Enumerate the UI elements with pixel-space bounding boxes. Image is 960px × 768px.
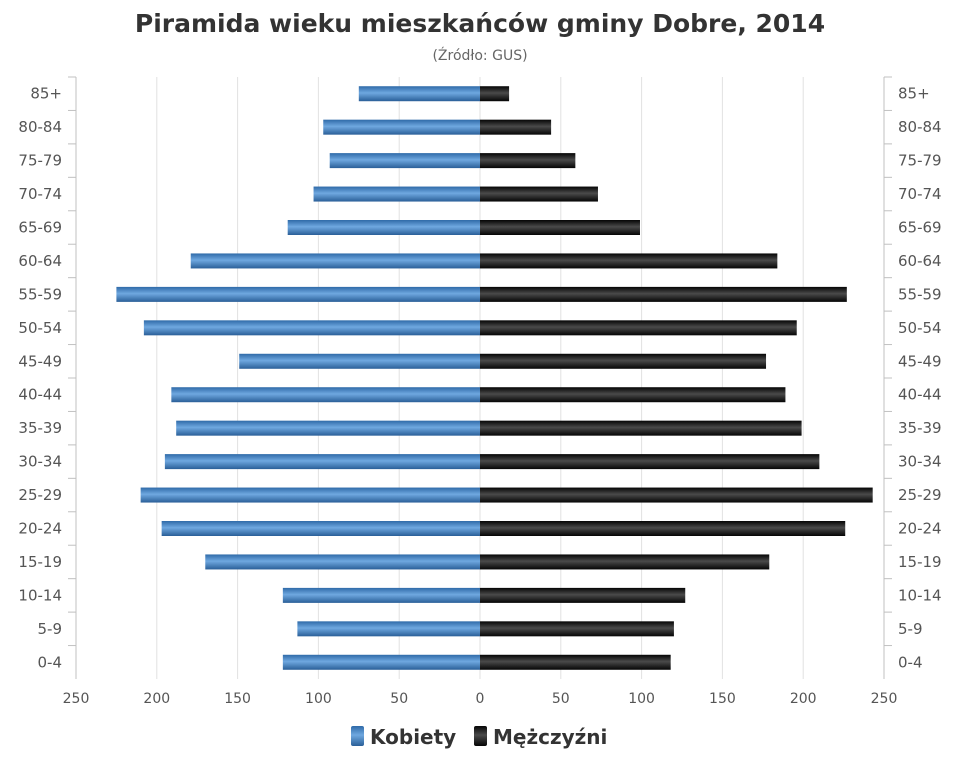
bar-mezczyzni[interactable] — [480, 186, 598, 202]
bar-kobiety[interactable] — [287, 220, 480, 235]
bar-kobiety[interactable] — [282, 587, 480, 603]
chart-subtitle: (Źródło: GUS) — [432, 46, 527, 64]
legend-item-mezczyzni[interactable]: Mężczyźni — [474, 725, 607, 749]
bar-mezczyzni[interactable] — [480, 420, 802, 436]
bar-mezczyzni[interactable] — [480, 320, 797, 336]
legend-label-mezczyzni: Mężczyźni — [493, 725, 607, 749]
category-label: 5-9 — [38, 620, 63, 638]
bar-kobiety[interactable] — [164, 454, 480, 470]
bar-kobiety[interactable] — [282, 654, 480, 670]
category-label: 40-44 — [898, 386, 942, 404]
bar-kobiety[interactable] — [171, 387, 480, 403]
bar-kobiety[interactable] — [329, 153, 480, 169]
bar-mezczyzni[interactable] — [480, 119, 552, 135]
category-label: 20-24 — [18, 520, 62, 538]
bar-kobiety[interactable] — [140, 487, 480, 503]
category-label: 80-84 — [18, 118, 62, 136]
category-label: 85+ — [898, 85, 930, 103]
bar-kobiety[interactable] — [205, 554, 480, 570]
category-label: 55-59 — [898, 285, 942, 303]
category-label: 25-29 — [18, 486, 62, 504]
bar-mezczyzni[interactable] — [480, 353, 767, 369]
category-label: 30-34 — [898, 453, 942, 471]
legend-swatch-mezczyzni — [474, 726, 487, 746]
category-label: 0-4 — [38, 653, 63, 671]
x-tick-label: 0 — [476, 691, 485, 707]
category-labels-left: 85+ 80-84 75-79 70-74 65-69 60-64 55-59 50-54 45… — [18, 85, 62, 672]
category-label: 60-64 — [18, 252, 62, 270]
category-label: 50-54 — [18, 319, 62, 337]
bar-kobiety[interactable] — [313, 186, 480, 202]
x-tick-label: 50 — [552, 691, 570, 707]
category-label: 20-24 — [898, 520, 942, 538]
bar-mezczyzni[interactable] — [480, 286, 847, 302]
x-tick-label: 200 — [143, 691, 170, 707]
bar-kobiety[interactable] — [297, 621, 480, 637]
legend: Kobiety Mężczyźni — [351, 725, 607, 749]
bar-mezczyzni[interactable] — [480, 253, 778, 269]
category-label: 15-19 — [898, 553, 942, 571]
bar-kobiety[interactable] — [190, 253, 480, 269]
x-axis-tick-labels: 250 200 150 100 50 0 50 100 150 200 250 — [63, 691, 898, 707]
category-label: 65-69 — [898, 219, 942, 237]
axes — [68, 76, 892, 679]
category-label: 70-74 — [898, 185, 942, 203]
bar-kobiety[interactable] — [358, 86, 480, 102]
bar-mezczyzni[interactable] — [480, 587, 686, 603]
category-labels-right: 85+ 80-84 75-79 70-74 65-69 60-64 55-59 50-54 45… — [898, 85, 942, 672]
category-label: 0-4 — [898, 653, 923, 671]
bar-mezczyzni[interactable] — [480, 621, 674, 637]
category-label: 30-34 — [18, 453, 62, 471]
category-label: 75-79 — [18, 152, 62, 170]
category-label: 25-29 — [898, 486, 942, 504]
category-label: 75-79 — [898, 152, 942, 170]
category-label: 60-64 — [898, 252, 942, 270]
x-tick-label: 100 — [305, 691, 332, 707]
chart-title: Piramida wieku mieszkańców gminy Dobre, … — [135, 9, 825, 38]
legend-swatch-kobiety — [351, 726, 364, 746]
category-label: 65-69 — [18, 219, 62, 237]
bar-kobiety[interactable] — [239, 353, 480, 369]
x-tick-label: 250 — [63, 691, 90, 707]
category-label: 85+ — [30, 85, 62, 103]
category-label: 5-9 — [898, 620, 923, 638]
x-tick-label: 250 — [871, 691, 898, 707]
category-label: 70-74 — [18, 185, 62, 203]
category-label: 45-49 — [898, 352, 942, 370]
category-label: 40-44 — [18, 386, 62, 404]
bar-kobiety[interactable] — [161, 521, 480, 536]
category-label: 55-59 — [18, 285, 62, 303]
bar-mezczyzni[interactable] — [480, 220, 640, 235]
bar-mezczyzni[interactable] — [480, 387, 786, 403]
legend-label-kobiety: Kobiety — [370, 725, 456, 749]
x-tick-label: 150 — [709, 691, 736, 707]
category-label: 80-84 — [898, 118, 942, 136]
x-tick-label: 50 — [390, 691, 408, 707]
category-label: 45-49 — [18, 352, 62, 370]
bar-mezczyzni[interactable] — [480, 86, 510, 102]
bar-mezczyzni[interactable] — [480, 654, 671, 670]
bar-kobiety[interactable] — [116, 286, 481, 302]
bar-kobiety[interactable] — [143, 320, 480, 336]
category-label: 10-14 — [898, 586, 942, 604]
legend-item-kobiety[interactable]: Kobiety — [351, 725, 456, 749]
category-label: 35-39 — [18, 419, 62, 437]
bar-mezczyzni[interactable] — [480, 153, 576, 169]
bar-kobiety[interactable] — [176, 420, 480, 436]
bar-mezczyzni[interactable] — [480, 454, 820, 470]
category-label: 10-14 — [18, 586, 62, 604]
category-label: 15-19 — [18, 553, 62, 571]
bar-mezczyzni[interactable] — [480, 554, 770, 570]
category-label: 35-39 — [898, 419, 942, 437]
bars — [116, 86, 873, 670]
bar-kobiety[interactable] — [323, 119, 480, 135]
x-tick-label: 100 — [628, 691, 655, 707]
x-tick-label: 200 — [790, 691, 817, 707]
category-label: 50-54 — [898, 319, 942, 337]
bar-mezczyzni[interactable] — [480, 521, 846, 536]
x-tick-label: 150 — [224, 691, 251, 707]
bar-mezczyzni[interactable] — [480, 487, 873, 503]
